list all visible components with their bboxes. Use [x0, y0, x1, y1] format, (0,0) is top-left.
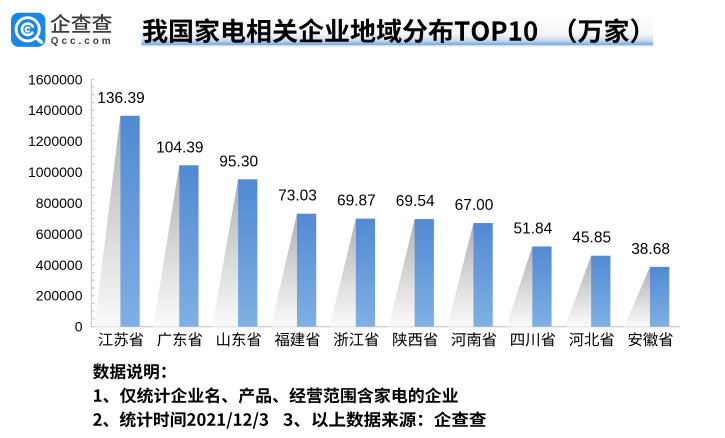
svg-text:1400000: 1400000: [28, 102, 83, 118]
svg-text:67.00: 67.00: [455, 197, 494, 214]
svg-text:Qcc.com: Qcc.com: [51, 36, 114, 47]
svg-text:600000: 600000: [36, 226, 83, 242]
svg-text:69.54: 69.54: [396, 193, 435, 210]
svg-text:1600000: 1600000: [28, 71, 83, 87]
svg-text:95.30: 95.30: [219, 153, 258, 170]
svg-text:1000000: 1000000: [28, 164, 83, 180]
svg-text:1200000: 1200000: [28, 133, 83, 149]
svg-text:104.39: 104.39: [156, 139, 203, 156]
svg-text:200000: 200000: [36, 288, 83, 304]
svg-text:73.03: 73.03: [278, 188, 317, 205]
svg-text:400000: 400000: [36, 257, 83, 273]
svg-text:136.39: 136.39: [97, 90, 144, 107]
svg-text:45.85: 45.85: [572, 230, 611, 247]
svg-text:69.87: 69.87: [337, 193, 376, 210]
svg-text:51.84: 51.84: [514, 221, 553, 238]
svg-text:38.68: 38.68: [631, 241, 670, 258]
svg-text:800000: 800000: [36, 195, 83, 211]
svg-text:0: 0: [75, 319, 83, 335]
